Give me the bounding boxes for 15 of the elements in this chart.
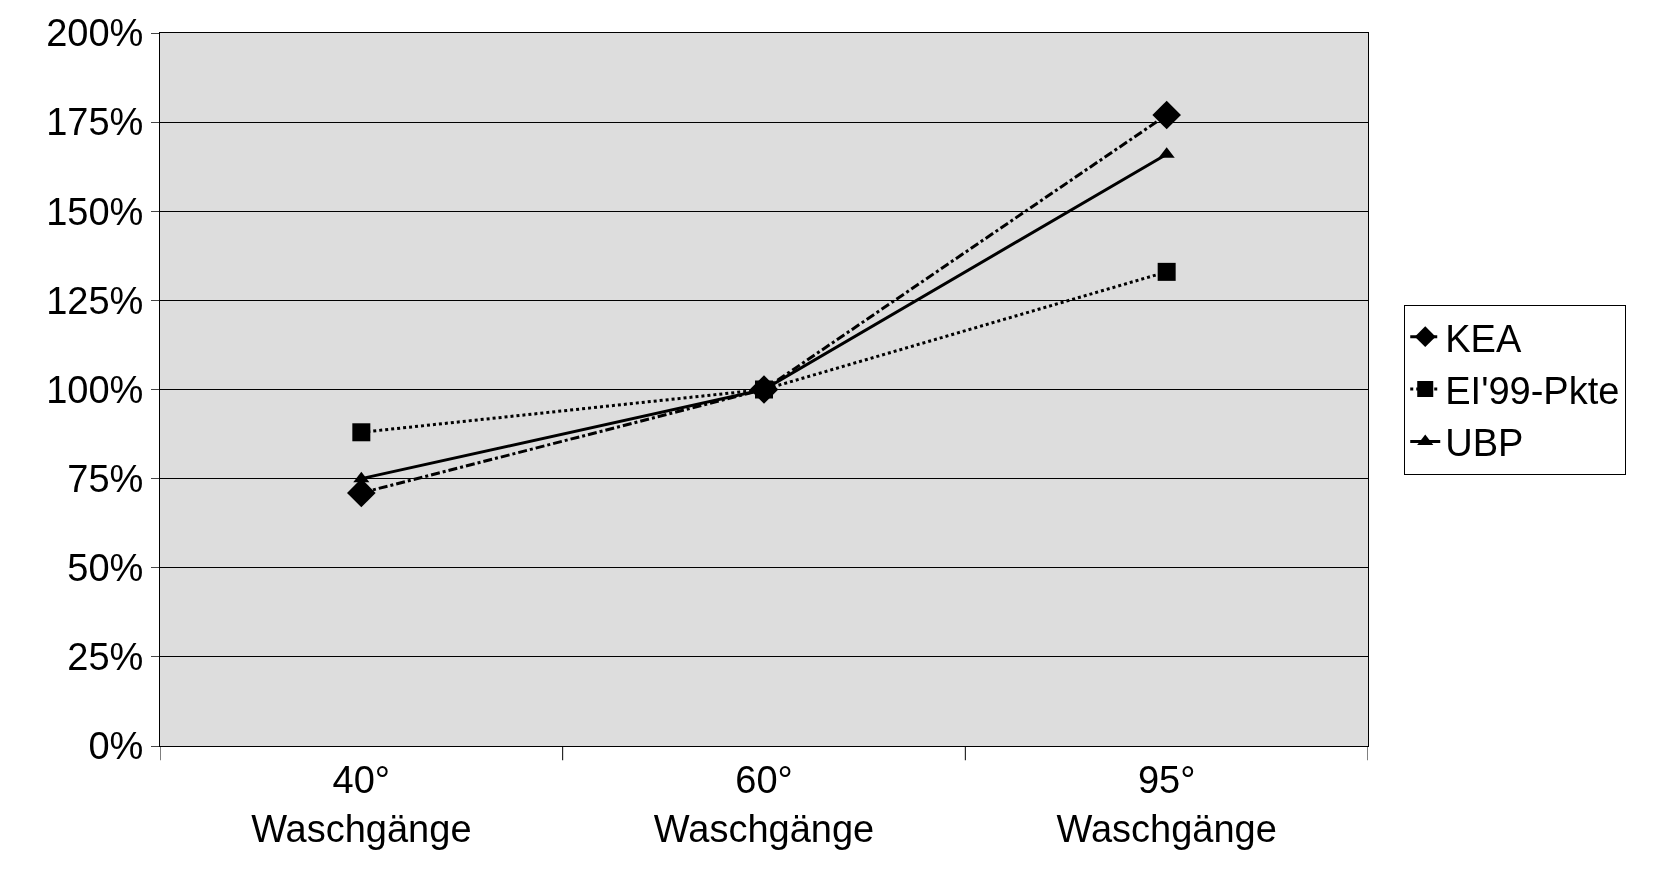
y-tick-label: 125% — [46, 279, 144, 322]
y-tick-label: 0% — [88, 725, 144, 768]
y-tick-label: 150% — [46, 190, 144, 233]
y-tick-label: 75% — [67, 457, 144, 500]
y-tick-label: 200% — [46, 12, 144, 55]
legend-label: EI'99-Pkte — [1445, 369, 1620, 412]
y-tick-label: 175% — [46, 101, 144, 144]
x-tick-label: 95° Waschgänge — [1056, 758, 1277, 850]
x-tick-label: 40° Waschgänge — [251, 758, 472, 850]
y-tick-label: 25% — [67, 636, 144, 679]
legend-label: UBP — [1445, 422, 1524, 465]
y-tick-label: 100% — [46, 368, 144, 411]
legend-label: KEA — [1445, 317, 1522, 360]
y-tick-label: 50% — [67, 547, 144, 590]
x-tick-label: 60° Waschgänge — [653, 758, 875, 850]
